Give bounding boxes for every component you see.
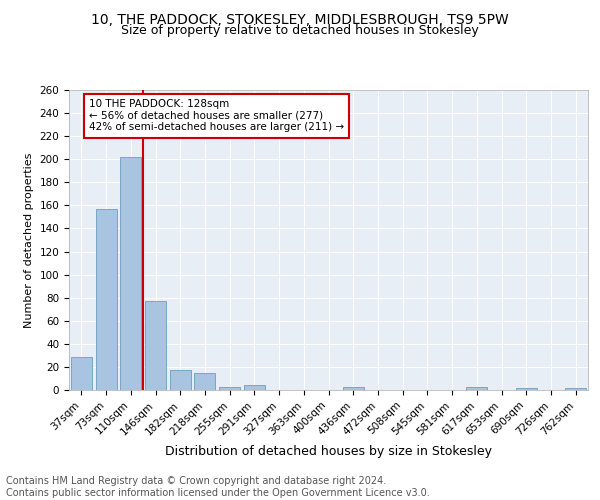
X-axis label: Distribution of detached houses by size in Stokesley: Distribution of detached houses by size … — [165, 445, 492, 458]
Bar — [71, 356, 92, 390]
Bar — [170, 370, 191, 390]
Bar — [145, 301, 166, 390]
Bar — [95, 209, 116, 390]
Text: Contains HM Land Registry data © Crown copyright and database right 2024.
Contai: Contains HM Land Registry data © Crown c… — [6, 476, 430, 498]
Bar — [516, 388, 537, 390]
Bar — [565, 388, 586, 390]
Bar — [244, 386, 265, 390]
Bar — [466, 386, 487, 390]
Bar — [120, 157, 141, 390]
Text: 10 THE PADDOCK: 128sqm
← 56% of detached houses are smaller (277)
42% of semi-de: 10 THE PADDOCK: 128sqm ← 56% of detached… — [89, 99, 344, 132]
Text: Size of property relative to detached houses in Stokesley: Size of property relative to detached ho… — [121, 24, 479, 37]
Text: 10, THE PADDOCK, STOKESLEY, MIDDLESBROUGH, TS9 5PW: 10, THE PADDOCK, STOKESLEY, MIDDLESBROUG… — [91, 12, 509, 26]
Bar — [194, 372, 215, 390]
Bar — [219, 386, 240, 390]
Y-axis label: Number of detached properties: Number of detached properties — [24, 152, 34, 328]
Bar — [343, 386, 364, 390]
